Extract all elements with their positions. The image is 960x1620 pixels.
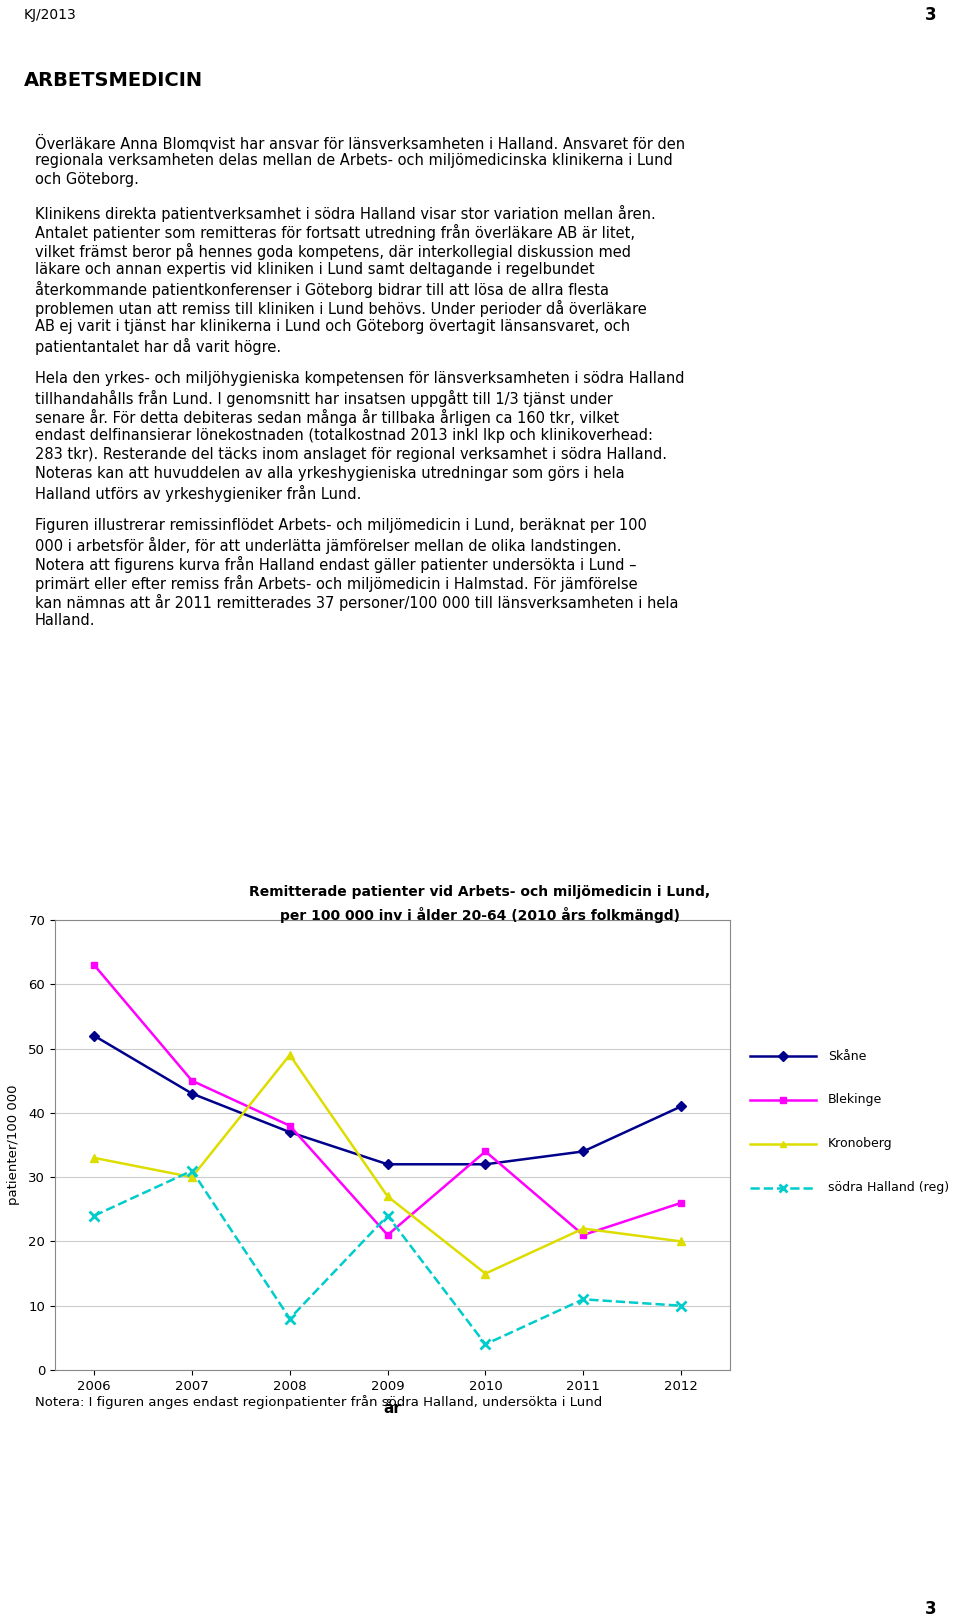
Text: per 100 000 inv i ålder 20-64 (2010 års folkmängd): per 100 000 inv i ålder 20-64 (2010 års … [280, 907, 680, 923]
Text: KJ/2013: KJ/2013 [24, 8, 77, 23]
Text: Hela den yrkes- och miljöhygieniska kompetensen för länsverksamheten i södra Hal: Hela den yrkes- och miljöhygieniska komp… [35, 371, 684, 386]
Text: regionala verksamheten delas mellan de Arbets- och miljömedicinska klinikerna i : regionala verksamheten delas mellan de A… [35, 152, 673, 168]
Text: Blekinge: Blekinge [828, 1094, 882, 1106]
Text: Notera att figurens kurva från Halland endast gäller patienter undersökta i Lund: Notera att figurens kurva från Halland e… [35, 556, 636, 573]
Text: 3: 3 [924, 6, 936, 24]
Text: Figuren illustrerar remissinflödet Arbets- och miljömedicin i Lund, beräknat per: Figuren illustrerar remissinflödet Arbet… [35, 518, 647, 533]
Text: tillhandahålls från Lund. I genomsnitt har insatsen uppgått till 1/3 tjänst unde: tillhandahålls från Lund. I genomsnitt h… [35, 390, 612, 407]
Text: 000 i arbetsför ålder, för att underlätta jämförelser mellan de olika landstinge: 000 i arbetsför ålder, för att underlätt… [35, 536, 621, 554]
Text: AB ej varit i tjänst har klinikerna i Lund och Göteborg övertagit länsansvaret, : AB ej varit i tjänst har klinikerna i Lu… [35, 319, 630, 334]
Text: Kronoberg: Kronoberg [828, 1137, 893, 1150]
Text: södra Halland (reg): södra Halland (reg) [828, 1181, 949, 1194]
Text: patientantalet har då varit högre.: patientantalet har då varit högre. [35, 339, 281, 355]
Text: läkare och annan expertis vid kliniken i Lund samt deltagande i regelbundet: läkare och annan expertis vid kliniken i… [35, 262, 594, 277]
Text: Halland.: Halland. [35, 612, 95, 629]
Text: kan nämnas att år 2011 remitterades 37 personer/100 000 till länsverksamheten i : kan nämnas att år 2011 remitterades 37 p… [35, 595, 679, 611]
Text: senare år. För detta debiteras sedan många år tillbaka årligen ca 160 tkr, vilke: senare år. För detta debiteras sedan mån… [35, 408, 619, 426]
Text: Notera: I figuren anges endast regionpatienter från södra Halland, undersökta i : Notera: I figuren anges endast regionpat… [35, 1395, 602, 1409]
Text: vilket främst beror på hennes goda kompetens, där interkollegial diskussion med: vilket främst beror på hennes goda kompe… [35, 243, 631, 261]
Y-axis label: patienter/100 000: patienter/100 000 [7, 1085, 20, 1205]
Text: Antalet patienter som remitteras för fortsatt utredning från överläkare AB är li: Antalet patienter som remitteras för for… [35, 224, 635, 241]
Text: problemen utan att remiss till kliniken i Lund behövs. Under perioder då överläk: problemen utan att remiss till kliniken … [35, 300, 647, 318]
Text: Noteras kan att huvuddelen av alla yrkeshygieniska utredningar som görs i hela: Noteras kan att huvuddelen av alla yrkes… [35, 467, 625, 481]
Text: 3: 3 [924, 1601, 936, 1618]
Text: primärt eller efter remiss från Arbets- och miljömedicin i Halmstad. För jämföre: primärt eller efter remiss från Arbets- … [35, 575, 637, 591]
Text: Klinikens direkta patientverksamhet i södra Halland visar stor variation mellan : Klinikens direkta patientverksamhet i sö… [35, 206, 656, 222]
Text: Skåne: Skåne [828, 1050, 866, 1063]
Text: endast delfinansierar lönekostnaden (totalkostnad 2013 inkl lkp och klinikoverhe: endast delfinansierar lönekostnaden (tot… [35, 428, 653, 442]
Text: Halland utförs av yrkeshygieniker från Lund.: Halland utförs av yrkeshygieniker från L… [35, 484, 361, 502]
Text: ARBETSMEDICIN: ARBETSMEDICIN [24, 71, 204, 91]
Text: och Göteborg.: och Göteborg. [35, 172, 139, 186]
X-axis label: år: år [384, 1401, 401, 1416]
Text: Överläkare Anna Blomqvist har ansvar för länsverksamheten i Halland. Ansvaret fö: Överläkare Anna Blomqvist har ansvar för… [35, 134, 685, 152]
Text: återkommande patientkonferenser i Göteborg bidrar till att lösa de allra flesta: återkommande patientkonferenser i Götebo… [35, 280, 609, 298]
Text: 283 tkr). Resterande del täcks inom anslaget för regional verksamhet i södra Hal: 283 tkr). Resterande del täcks inom ansl… [35, 447, 667, 462]
Text: Remitterade patienter vid Arbets- och miljömedicin i Lund,: Remitterade patienter vid Arbets- och mi… [250, 885, 710, 899]
